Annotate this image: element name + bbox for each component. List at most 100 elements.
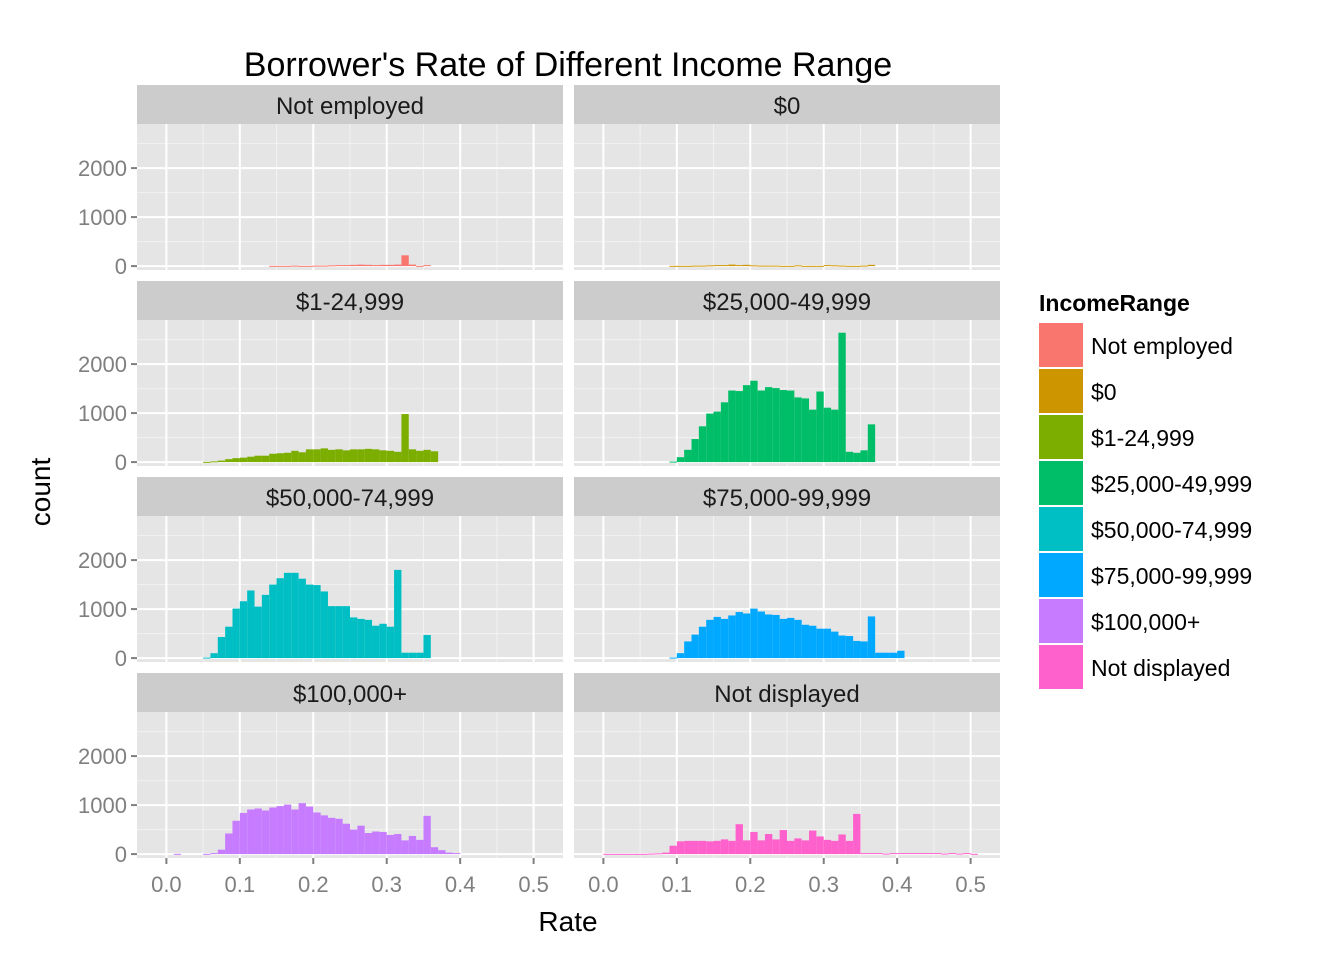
x-tick-label: 0.4 (445, 872, 476, 897)
histogram-bar (276, 578, 284, 659)
histogram-bar (691, 439, 699, 463)
histogram-bar (706, 413, 714, 463)
legend-entry-label: Not employed (1091, 333, 1233, 359)
histogram-bar (401, 840, 409, 855)
histogram-bar (210, 461, 218, 463)
histogram-bar (445, 852, 453, 855)
histogram-bar (364, 619, 373, 659)
facet-panel: $75,000-99,999 (574, 477, 1000, 662)
histogram-bar (838, 265, 846, 267)
histogram-bar (210, 653, 218, 659)
histogram-bar (327, 265, 336, 267)
histogram-bar (372, 265, 380, 267)
histogram-bar (372, 831, 380, 855)
histogram-bar (394, 451, 402, 463)
legend-entry-label: $100,000+ (1091, 609, 1200, 635)
histogram-bar (430, 451, 439, 463)
histogram-bar (379, 832, 387, 855)
histogram-bar (757, 390, 765, 463)
histogram-bar (335, 265, 343, 267)
histogram-bar (269, 265, 277, 267)
histogram-bar (801, 398, 810, 463)
histogram-bar (691, 265, 699, 267)
histogram-bar (254, 606, 262, 659)
histogram-bar (750, 608, 758, 659)
histogram-bar (735, 265, 743, 267)
histogram-bar (809, 265, 817, 267)
histogram-bar (713, 616, 721, 659)
facet-strip-label: $1-24,999 (296, 289, 404, 316)
histogram-bar (313, 449, 321, 463)
histogram-bar (706, 841, 714, 855)
histogram-bar (662, 852, 670, 855)
histogram-bar (386, 834, 395, 855)
histogram-bar (239, 601, 248, 659)
histogram-bar (750, 265, 758, 267)
histogram-bar (298, 452, 306, 463)
histogram-bar (853, 452, 861, 463)
histogram-bar (955, 853, 964, 855)
histogram-bar (845, 451, 854, 463)
histogram-bar (676, 265, 685, 267)
histogram-bar (831, 409, 839, 463)
histogram-bar (401, 652, 409, 659)
histogram-bar (291, 809, 299, 855)
y-tick-label: 2000 (78, 744, 127, 769)
histogram-bar (416, 450, 424, 463)
histogram-bar (669, 461, 677, 463)
histogram-bar (684, 449, 692, 463)
y-tick-label: 1000 (78, 793, 127, 818)
histogram-bar (291, 265, 299, 267)
histogram-bar (926, 853, 934, 855)
histogram-bar (269, 453, 277, 463)
histogram-bar (779, 390, 787, 463)
histogram-bar (742, 840, 751, 855)
histogram-bar (860, 853, 868, 855)
histogram-bar (269, 807, 277, 855)
facet-panels: Not employed 0 1000 2000 $0 $1-24,999 0 1000 200… (78, 85, 1000, 897)
histogram-bar (772, 265, 780, 267)
histogram-bar (713, 265, 721, 267)
histogram-bar (203, 853, 211, 855)
histogram-bar (845, 265, 854, 267)
histogram-bar (350, 449, 358, 463)
histogram-bar (764, 387, 773, 463)
histogram-bar (386, 626, 395, 659)
histogram-bar (357, 449, 365, 463)
histogram-bar (684, 265, 692, 267)
histogram-bar (342, 823, 350, 855)
legend-title: IncomeRange (1039, 290, 1190, 316)
histogram-bar (882, 853, 890, 855)
legend-swatch (1039, 507, 1083, 551)
histogram-bar (948, 853, 956, 855)
histogram-bar (408, 652, 417, 659)
legend-entry-label: $0 (1091, 379, 1117, 405)
histogram-bar (838, 635, 846, 659)
histogram-bar (394, 264, 402, 267)
x-tick-label: 0.4 (882, 872, 913, 897)
histogram-bar (728, 264, 736, 267)
facet-strip (574, 281, 1000, 320)
histogram-bar (320, 265, 328, 267)
histogram-bar (698, 626, 707, 659)
x-tick-label: 0.5 (955, 872, 986, 897)
histogram-bar (327, 449, 336, 463)
histogram-bar (254, 808, 262, 855)
histogram-bar (320, 815, 328, 855)
histogram-bar (853, 640, 861, 659)
histogram-bar (327, 817, 336, 855)
histogram-bar (276, 265, 284, 267)
histogram-bar (823, 839, 832, 855)
facet-strip-label: $75,000-99,999 (703, 485, 871, 512)
histogram-bar (963, 853, 971, 855)
histogram-bar (787, 617, 795, 659)
histogram-bar (845, 840, 854, 855)
histogram-bar (823, 628, 832, 659)
histogram-bar (217, 849, 226, 855)
histogram-bar (845, 636, 854, 659)
histogram-bar (757, 611, 765, 659)
x-axis-title: Rate (538, 906, 597, 937)
facet-strip-label: $50,000-74,999 (266, 485, 434, 512)
histogram-bar (298, 265, 306, 267)
facet-strip-label: Not displayed (714, 681, 859, 708)
